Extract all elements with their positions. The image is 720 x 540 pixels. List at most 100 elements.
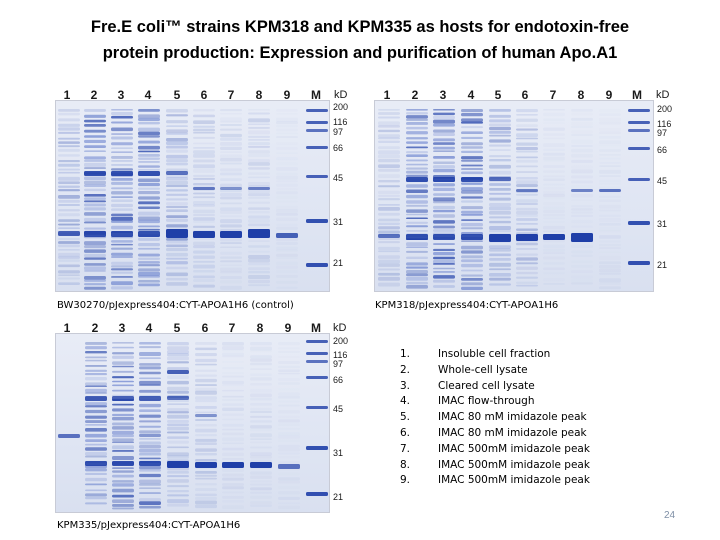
gel-band	[248, 145, 270, 148]
gel-band	[433, 150, 455, 152]
gel-band	[111, 151, 133, 154]
gel-band	[167, 408, 189, 412]
gel-band	[461, 210, 483, 214]
gel-band	[628, 221, 650, 225]
marker-label: 200	[333, 102, 349, 112]
gel-band	[138, 237, 160, 241]
gel-band	[112, 445, 134, 450]
gel-band	[276, 233, 298, 238]
gel-band	[139, 498, 161, 501]
gel-band	[139, 457, 161, 460]
gel-bands	[58, 109, 328, 290]
legend-number: 6.	[400, 426, 411, 439]
gel-band	[138, 206, 160, 210]
gel-band	[222, 496, 244, 499]
gel-band	[250, 368, 272, 370]
marker-label: 116	[333, 117, 348, 127]
gel-band	[193, 250, 215, 254]
gel-band	[111, 231, 133, 237]
gel-band	[248, 258, 270, 263]
gel-band	[167, 386, 189, 391]
gel-band	[85, 342, 107, 345]
gel-band	[543, 149, 565, 152]
gel-band	[489, 234, 511, 242]
gel-band	[276, 209, 298, 213]
gel-band	[489, 229, 511, 233]
gel-band	[571, 211, 593, 213]
gel-band	[139, 414, 161, 418]
gel-band	[167, 479, 189, 483]
gel-band	[250, 487, 272, 491]
gel-band	[306, 219, 328, 223]
legend-text: IMAC flow-through	[438, 395, 535, 408]
marker-label: 21	[333, 492, 344, 502]
gel-band	[489, 109, 511, 112]
gel-band	[516, 228, 538, 231]
gel-band	[85, 427, 107, 432]
gel-band	[516, 124, 538, 127]
gel-band	[516, 189, 538, 192]
gel-band	[516, 184, 538, 187]
gel-band	[599, 144, 621, 146]
gel-band	[599, 215, 621, 217]
gel-band	[543, 267, 565, 270]
gel-band	[306, 109, 328, 112]
gel-band	[222, 453, 244, 457]
gel-band	[111, 164, 133, 166]
gel-band	[222, 442, 244, 445]
gel-band	[248, 284, 270, 287]
gel-band	[85, 369, 107, 372]
gel-band	[489, 272, 511, 277]
gel-band	[599, 189, 621, 192]
kd-label: kD	[333, 322, 347, 334]
lane-label: 9	[605, 88, 613, 102]
gel-band	[166, 266, 188, 270]
gel-band	[85, 346, 107, 350]
gel-band	[433, 225, 455, 229]
gel-band	[139, 366, 161, 370]
gel-band	[276, 257, 298, 259]
gel-band	[222, 505, 244, 509]
gel-band	[250, 452, 272, 456]
gel-band	[195, 428, 217, 433]
gel-band	[461, 282, 483, 286]
lane-label: 8	[255, 88, 263, 102]
gel-band	[195, 352, 217, 357]
gel-band	[599, 273, 621, 275]
gel-band	[111, 115, 133, 119]
gel-band	[139, 403, 161, 408]
gel-band	[433, 187, 455, 191]
gel-band	[516, 210, 538, 215]
gel-band	[250, 442, 272, 444]
gel-band	[248, 135, 270, 138]
gel-band	[167, 350, 189, 355]
gel-band	[516, 113, 538, 116]
gel-band	[112, 376, 134, 379]
gel-band	[58, 154, 80, 157]
gel-band	[220, 128, 242, 131]
gel-band	[571, 208, 593, 210]
gel-band	[489, 197, 511, 201]
gel-band	[166, 261, 188, 265]
gel-band	[85, 351, 107, 354]
gel-band	[461, 121, 483, 124]
gel-band	[193, 245, 215, 249]
gel-band	[195, 363, 217, 366]
gel-band	[84, 283, 106, 286]
gel-band	[516, 253, 538, 256]
gel-band	[248, 219, 270, 223]
gel-band	[516, 128, 538, 131]
gel-band	[138, 257, 160, 260]
gel-band	[406, 170, 428, 174]
lane-label: 6	[201, 321, 209, 335]
gel-band	[433, 285, 455, 288]
gel-band	[58, 282, 80, 285]
gel-band	[167, 440, 189, 444]
gel-band	[406, 217, 428, 220]
gel-band	[84, 203, 106, 207]
gel-band	[250, 383, 272, 386]
gel-band	[138, 216, 160, 221]
gel-band	[195, 442, 217, 446]
gel-band	[248, 275, 270, 280]
gel-band	[571, 154, 593, 158]
